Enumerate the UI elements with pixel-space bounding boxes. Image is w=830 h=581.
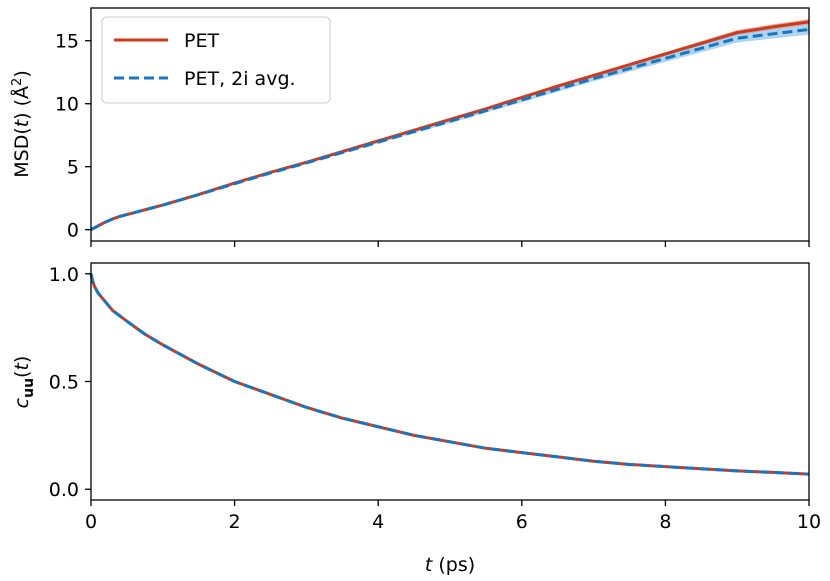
cuu-y-label-var: t: [11, 362, 33, 371]
cuu-x-tick-label: 0: [85, 511, 97, 533]
cuu-series-lines: [89, 273, 810, 476]
msd-y-label-main: MSD(: [11, 127, 33, 178]
msd-y-tick-label: 5: [67, 157, 79, 179]
cuu-line-pet-2i: [89, 273, 810, 476]
msd-y-tick-label: 10: [55, 94, 79, 116]
legend-label-pet-2i: PET, 2i avg.: [184, 68, 296, 90]
cuu-panel: 0 2 4 6 8 10 0.00.51.0 cuu(t) t (ps): [11, 262, 821, 576]
msd-y-axis-label: MSD(t) (Å2): [10, 70, 33, 178]
x-axis-label: t (ps): [425, 554, 475, 576]
x-label-var: t: [425, 554, 434, 576]
msd-x-ticks: [90, 241, 810, 247]
msd-y-tick-label: 0: [67, 220, 79, 242]
cuu-x-tick-label: 2: [229, 511, 241, 533]
cuu-line-pet: [89, 273, 810, 476]
cuu-x-tick-label: 10: [797, 511, 821, 533]
msd-y-tick-label: 15: [55, 31, 79, 53]
msd-y-label-var: t: [11, 118, 33, 127]
msd-line-pet-2i: [90, 27, 810, 231]
legend-label-pet: PET: [184, 30, 219, 52]
cuu-x-ticks: 0 2 4 6 8 10: [85, 500, 821, 533]
cuu-y-ticks: 0.0 0.5 1.0: [49, 264, 91, 501]
cuu-y-tick-label: 1.0: [49, 264, 79, 286]
msd-y-label-end: ): [11, 70, 33, 77]
msd-panel: 0 5 10 15 PET PET, 2i avg. MSD(t) (Å2): [10, 7, 810, 247]
msd-y-label-sup: 2: [10, 78, 25, 86]
cuu-x-tick-label: 6: [516, 511, 528, 533]
cuu-y-label-sub: uu: [21, 378, 37, 398]
msd-plot-frame: [90, 7, 810, 242]
cuu-y-tick-label: 0.0: [49, 479, 79, 501]
cuu-y-label-close: ): [11, 356, 33, 363]
cuu-y-label-c: c: [11, 397, 33, 408]
cuu-y-label-open: (: [11, 371, 33, 378]
legend: PET PET, 2i avg.: [101, 16, 331, 104]
cuu-x-tick-label: 4: [372, 511, 384, 533]
cuu-plot-frame: [90, 262, 810, 501]
msd-y-ticks: 0 5 10 15: [55, 31, 91, 242]
msd-series-lines: [90, 20, 810, 231]
cuu-y-tick-label: 0.5: [49, 372, 79, 394]
cuu-x-tick-label: 8: [659, 511, 671, 533]
cuu-y-axis-label: cuu(t): [11, 356, 37, 409]
msd-y-label-close: ) (Å: [10, 86, 33, 120]
x-label-unit: (ps): [432, 554, 475, 576]
